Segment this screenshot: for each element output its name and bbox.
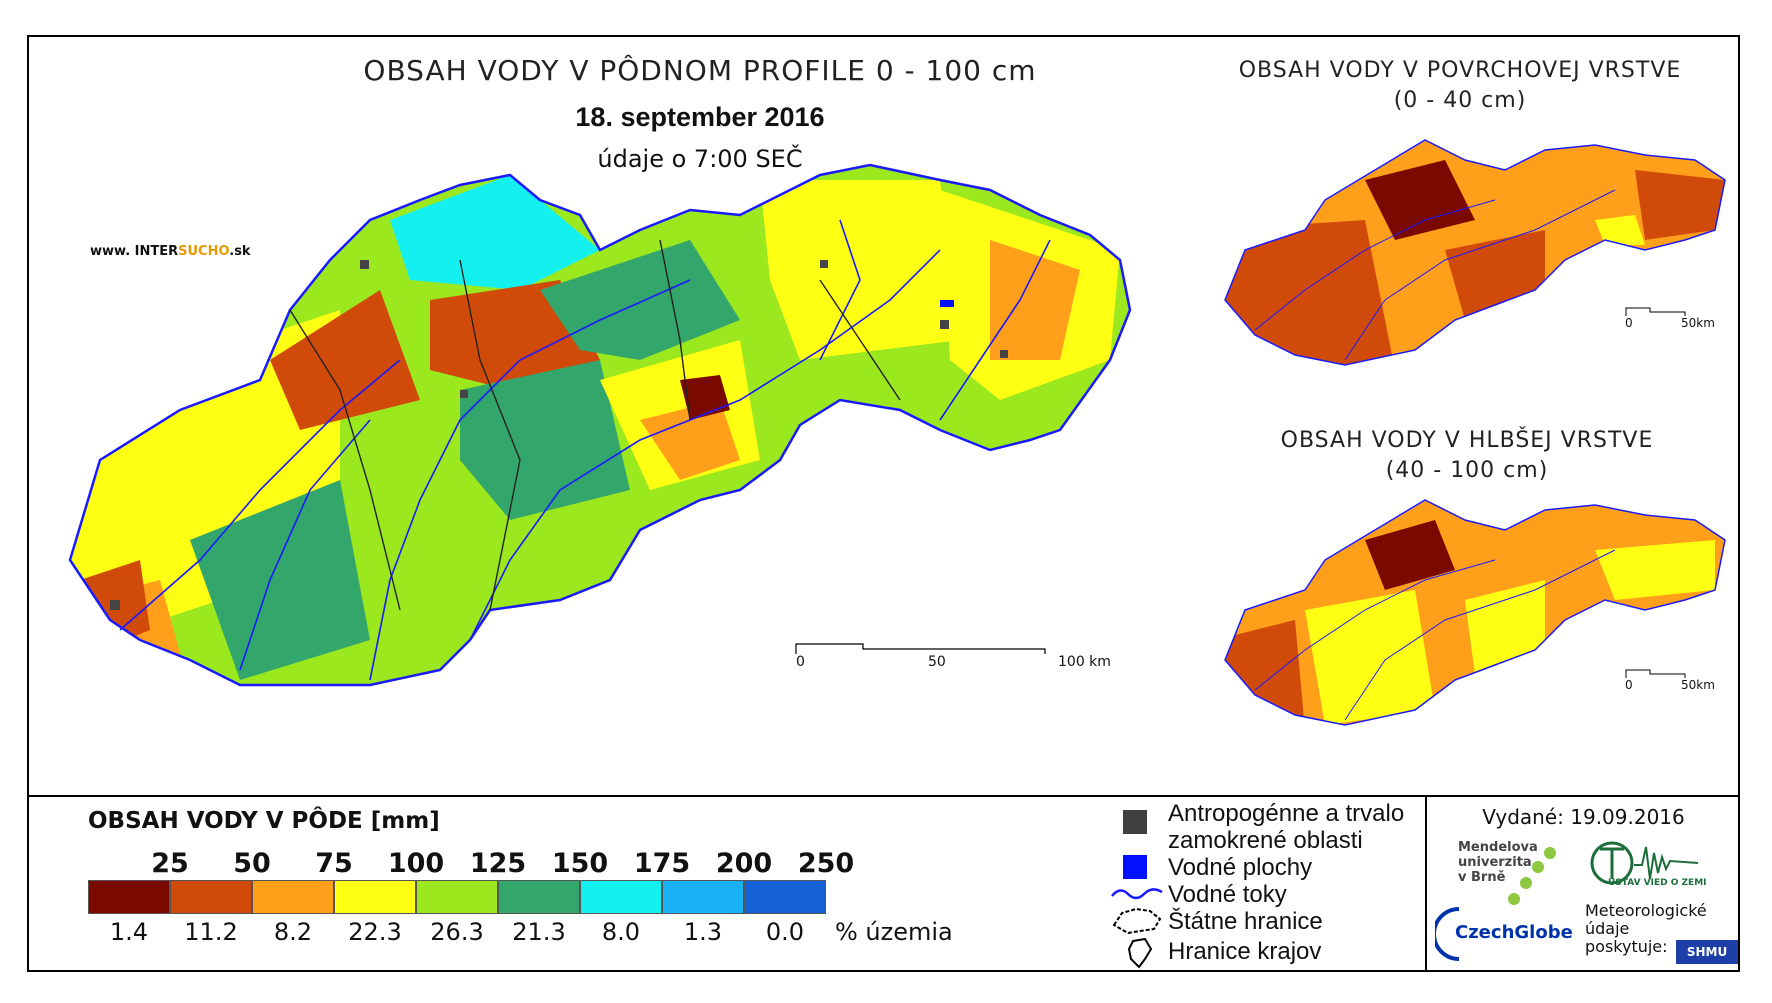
- legend-threshold-8: 250: [797, 848, 855, 879]
- legend-threshold-7: 200: [715, 848, 773, 879]
- symbol-water-bodies-swatch: [1123, 855, 1147, 879]
- symbol-anthropogenic-label-2: zamokrené oblasti: [1168, 827, 1363, 854]
- region-border-symbol: [1127, 937, 1153, 969]
- mendel-logo-text: Mendelova univerzita v Brně: [1458, 840, 1538, 885]
- symbol-anthropogenic-label-1: Antropogénne a trvalo: [1168, 800, 1405, 827]
- river-line-symbol: [1111, 888, 1163, 900]
- deep-title-line1: OBSAH VODY V HLBŠEJ VRSTVE: [1280, 428, 1654, 453]
- deep-layer-map: [1224, 499, 1726, 726]
- legend-percent-5: 21.3: [512, 918, 566, 946]
- deep-title-line2: (40 - 100 cm): [1385, 458, 1549, 483]
- deep-scale-50: 50km: [1681, 678, 1715, 692]
- legend-percent-6: 8.0: [601, 918, 641, 946]
- legend-swatch-6: [580, 880, 662, 914]
- legend-swatch-5: [498, 880, 580, 914]
- legend-threshold-0: 25: [151, 848, 189, 879]
- symbol-water-bodies-label: Vodné plochy: [1168, 854, 1313, 881]
- surface-scale-50: 50km: [1681, 316, 1715, 330]
- legend-swatch-2: [252, 880, 334, 914]
- scale-label-0: 0: [796, 654, 805, 670]
- map-time: údaje o 7:00 SEČ: [597, 145, 803, 173]
- legend-swatch-3: [334, 880, 416, 914]
- legend-percent-8: 0.0: [765, 918, 805, 946]
- legend-percent-0: 1.4: [109, 918, 149, 946]
- legend-percent-2: 8.2: [273, 918, 313, 946]
- deep-scale-bar: [1625, 669, 1686, 678]
- map-date: 18. september 2016: [575, 102, 825, 132]
- deep-scale-0: 0: [1625, 678, 1633, 692]
- legend-percent-7: 1.3: [683, 918, 723, 946]
- state-border-symbol: [1112, 907, 1162, 935]
- map-frame: [27, 35, 1740, 972]
- legend-swatch-8: [744, 880, 826, 914]
- legend-threshold-5: 150: [551, 848, 609, 879]
- legend-threshold-4: 125: [469, 848, 527, 879]
- surface-title-line1: OBSAH VODY V POVRCHOVEJ VRSTVE: [1238, 58, 1682, 83]
- scale-label-50: 50: [928, 654, 946, 670]
- scale-label-100: 100 km: [1058, 654, 1111, 670]
- czechglobe-logo-text: CzechGlobe: [1455, 922, 1573, 943]
- surface-title-line2: (0 - 40 cm): [1393, 88, 1527, 113]
- symbol-rivers-label: Vodné toky: [1168, 881, 1287, 908]
- earth-science-institute-logo: [1590, 841, 1699, 885]
- legend-divider: [27, 795, 1740, 797]
- legend-percent-3: 22.3: [348, 918, 402, 946]
- legend-threshold-6: 175: [633, 848, 691, 879]
- map-title: OBSAH VODY V PÔDNOM PROFILE 0 - 100 cm: [363, 54, 1037, 87]
- website-link[interactable]: www. INTERSUCHO.sk: [90, 244, 251, 259]
- surface-scale-0: 0: [1625, 316, 1633, 330]
- symbol-anthropogenic-swatch: [1123, 810, 1147, 834]
- surface-scale-bar: [1625, 307, 1686, 316]
- legend-title: OBSAH VODY V PÔDE [mm]: [88, 808, 440, 834]
- earth-science-institute-text: ÚSTAV VIED O ZEMI: [1608, 878, 1707, 888]
- legend-threshold-1: 50: [233, 848, 271, 879]
- legend-swatch-0: [88, 880, 170, 914]
- symbol-region-border-label: Hranice krajov: [1168, 938, 1322, 965]
- czechglobe-arc-logo: [1435, 907, 1460, 961]
- legend-threshold-3: 100: [387, 848, 445, 879]
- legend-unit: % územia: [835, 918, 953, 946]
- legend-threshold-2: 75: [315, 848, 353, 879]
- legend-swatch-4: [416, 880, 498, 914]
- legend-swatch-1: [170, 880, 252, 914]
- mendel-dots-logo: [1508, 847, 1556, 905]
- surface-layer-map: [1224, 139, 1726, 366]
- meteo-data-text: Meteorologické údaje poskytuje:: [1585, 901, 1707, 956]
- shmu-logo: SHMU: [1676, 940, 1738, 964]
- legend-percent-1: 11.2: [184, 918, 238, 946]
- main-soil-water-map: [68, 163, 1132, 687]
- legend-percent-4: 26.3: [430, 918, 484, 946]
- legend-swatch-7: [662, 880, 744, 914]
- symbol-state-border-label: Štátne hranice: [1168, 908, 1323, 935]
- credits-divider: [1425, 795, 1427, 972]
- issued-date: Vydané: 19.09.2016: [1482, 805, 1685, 829]
- main-scale-bar: [795, 643, 1046, 654]
